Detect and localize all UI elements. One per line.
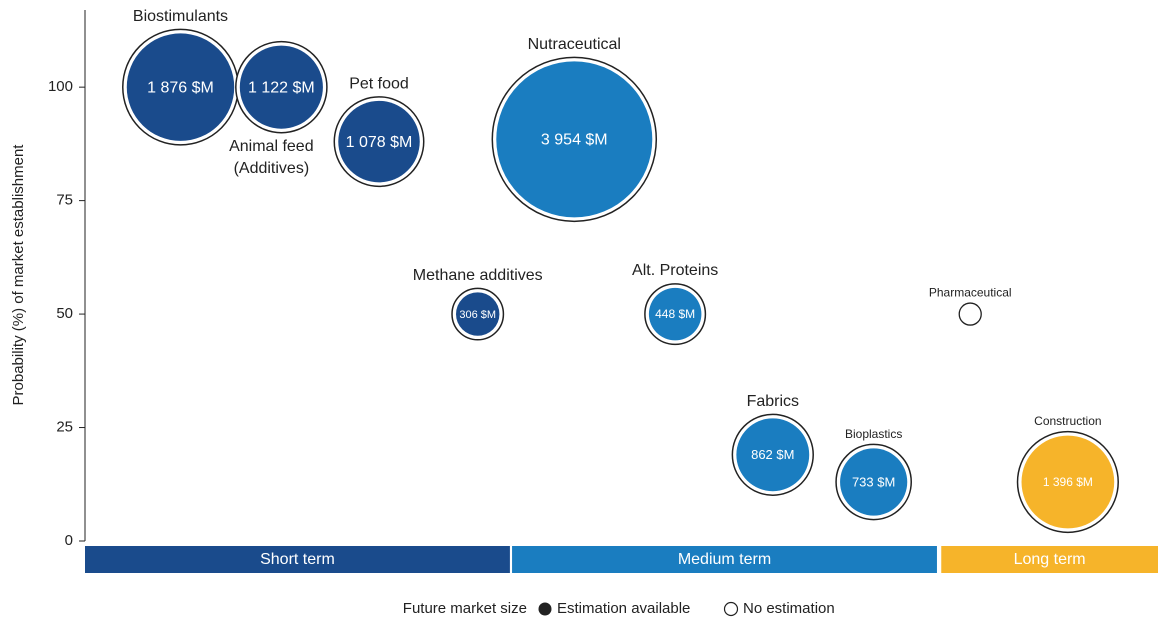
bubble-value-label: 1 122 $M (248, 79, 315, 96)
bubble-value-label: 306 $M (459, 309, 496, 321)
bubble-value-label: 733 $M (852, 474, 895, 489)
bubble-name-label: Nutraceutical (528, 36, 621, 53)
bubble-name-label: Fabrics (747, 393, 799, 410)
legend-item: Estimation available (557, 600, 690, 617)
y-tick-label: 50 (56, 305, 73, 322)
bubble (648, 287, 702, 341)
bubble-name-label: (Additives) (234, 160, 310, 177)
legend-item: No estimation (743, 600, 835, 617)
phase-label: Long term (1014, 551, 1086, 568)
phase-band (941, 546, 1158, 573)
bubble-value-label: 3 954 $M (541, 132, 608, 149)
legend-swatch (723, 601, 739, 617)
bubble (840, 448, 908, 516)
phase-label: Medium term (678, 551, 771, 568)
bubble-value-label: 1 396 $M (1043, 475, 1093, 489)
phase-band (512, 546, 937, 573)
bubble-name-label: Alt. Proteins (632, 262, 718, 279)
y-axis-label: Probability (%) of market establishment (10, 144, 27, 406)
bubble (338, 100, 420, 183)
bubble-name-label: Methane additives (413, 267, 543, 284)
phase-label: Short term (260, 551, 335, 568)
y-tick-label: 25 (56, 419, 73, 436)
legend-title: Future market size (403, 600, 527, 617)
legend-swatch (538, 602, 552, 616)
bubble-value-label: 1 078 $M (346, 134, 413, 151)
bubble (456, 292, 500, 336)
bubble-name-label: Animal feed (229, 138, 314, 155)
y-tick-label: 0 (65, 532, 73, 549)
bubble-value-label: 1 876 $M (147, 79, 214, 96)
bubble (958, 302, 982, 326)
y-tick-label: 75 (56, 192, 73, 209)
bubble-name-label: Construction (1034, 414, 1101, 428)
bubble (736, 418, 810, 492)
bubble-name-label: Pharmaceutical (929, 286, 1012, 300)
bubble-name-label: Bioplastics (845, 427, 902, 441)
bubble-name-label: Biostimulants (133, 8, 228, 25)
bubble (496, 61, 653, 218)
phase-band (85, 546, 510, 573)
bubble-value-label: 862 $M (751, 447, 794, 462)
y-tick-label: 100 (48, 78, 73, 95)
bubble (126, 33, 235, 141)
bubble-value-label: 448 $M (655, 307, 695, 321)
bubble (1021, 435, 1115, 529)
bubble-name-label: Pet food (349, 75, 409, 92)
bubble (239, 45, 323, 129)
